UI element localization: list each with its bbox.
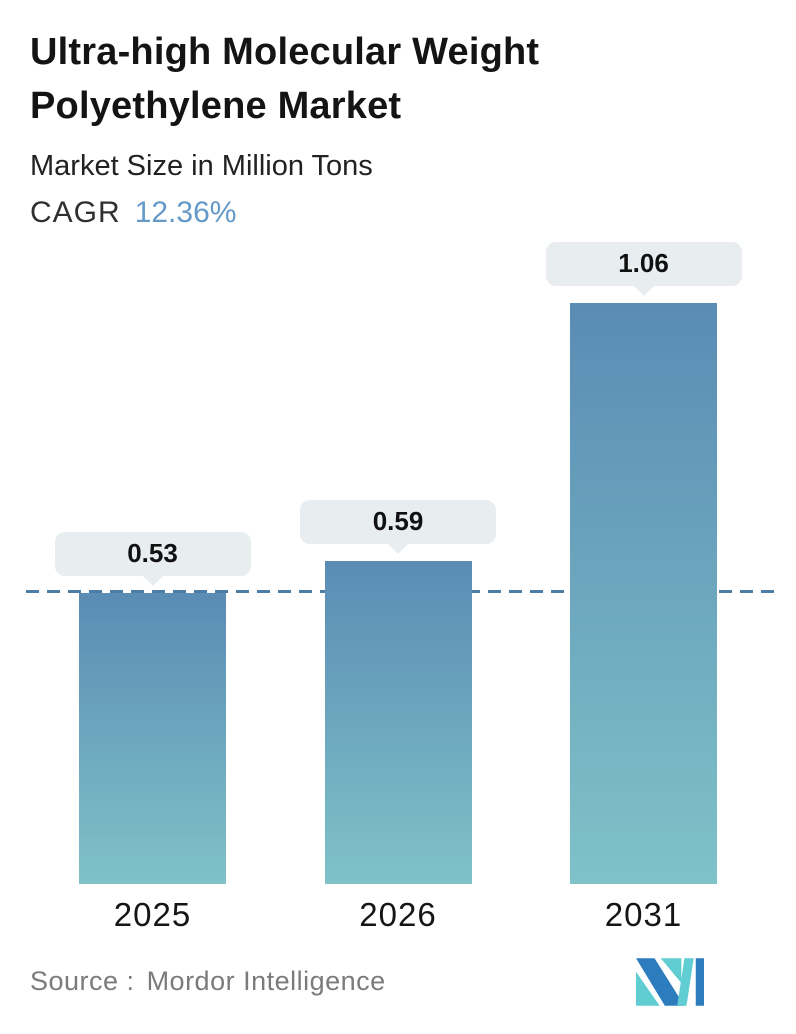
bar-chart: 0.53 2025 0.59 2026 1.06 2031 <box>26 241 778 933</box>
source-value: Mordor Intelligence <box>146 966 386 997</box>
chart-footer: Source : Mordor Intelligence <box>30 958 766 1006</box>
source-label: Source : <box>30 966 135 997</box>
bar-2026 <box>324 560 472 884</box>
mordor-intelligence-logo <box>636 958 704 1006</box>
chart-header: Ultra-high Molecular Weight Polyethylene… <box>30 26 766 230</box>
bar-column-2026: 0.59 2026 <box>300 242 496 933</box>
value-badge: 0.59 <box>300 499 496 544</box>
bar-column-2031: 1.06 2031 <box>545 241 742 933</box>
value-badge: 1.06 <box>545 241 742 286</box>
cagr-line: CAGR 12.36% <box>30 196 766 230</box>
bar-2025 <box>79 592 226 884</box>
chart-title-line2: Polyethylene Market <box>30 84 402 127</box>
bar-2031 <box>570 302 717 884</box>
value-badge-text: 0.53 <box>127 538 178 569</box>
x-axis-label: 2026 <box>359 895 437 933</box>
cagr-value: 12.36% <box>134 195 237 229</box>
chart-title: Ultra-high Molecular Weight Polyethylene… <box>30 26 766 134</box>
x-axis-label: 2025 <box>113 895 192 933</box>
bars-container: 0.53 2025 0.59 2026 1.06 2031 <box>30 241 766 933</box>
value-badge-text: 0.59 <box>372 506 424 537</box>
cagr-label: CAGR <box>30 195 121 229</box>
chart-subtitle: Market Size in Million Tons <box>30 149 373 182</box>
chart-title-line1: Ultra-high Molecular Weight <box>30 31 540 73</box>
value-badge-text: 1.06 <box>618 248 669 279</box>
x-axis-label: 2031 <box>604 895 683 933</box>
bar-column-2025: 0.53 2025 <box>54 242 251 933</box>
value-badge: 0.53 <box>54 531 251 576</box>
source-text: Source : Mordor Intelligence <box>30 966 386 997</box>
